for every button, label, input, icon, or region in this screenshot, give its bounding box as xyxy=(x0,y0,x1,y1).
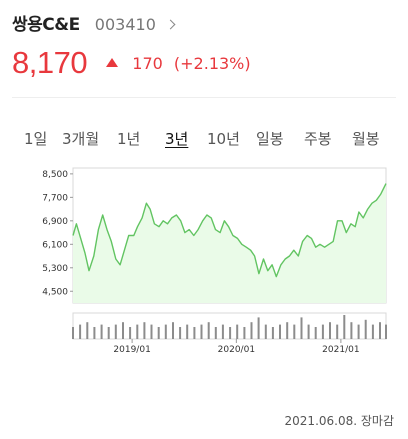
volume-bar xyxy=(79,324,82,339)
y-tick-label: 8,500 xyxy=(42,170,68,180)
x-tick-label: 2020/01 xyxy=(218,345,255,355)
volume-bar xyxy=(379,322,381,339)
volume-bar xyxy=(214,327,217,339)
tab-monthly[interactable]: 월봉 xyxy=(352,130,380,148)
volume-bar xyxy=(179,327,182,339)
tab-3month[interactable]: 3개월 xyxy=(62,130,100,148)
volume-bar xyxy=(221,324,224,339)
volume-bar xyxy=(286,322,289,339)
volume-bar xyxy=(172,322,174,339)
volume-bar xyxy=(293,324,296,339)
volume-bar xyxy=(250,322,253,339)
x-tick-label: 2019/01 xyxy=(113,345,150,355)
volume-bar xyxy=(107,327,110,339)
volume-bar xyxy=(314,327,317,339)
volume-bar xyxy=(186,324,189,339)
tab-1year[interactable]: 1년 xyxy=(117,130,141,148)
volume-bar xyxy=(136,324,139,339)
y-tick-label: 7,700 xyxy=(42,193,68,203)
tab-daily[interactable]: 일봉 xyxy=(256,130,284,148)
volume-bar xyxy=(300,317,303,339)
volume-bar xyxy=(207,322,210,339)
y-tick-label: 5,300 xyxy=(42,264,68,274)
current-price: 8,170 xyxy=(12,45,88,80)
volume-bar xyxy=(100,324,103,339)
volume-bar xyxy=(321,324,324,339)
volume-bar xyxy=(257,317,260,339)
tab-weekly[interactable]: 주봉 xyxy=(304,130,332,148)
period-tabs: 1일 3개월 1년 3년 10년 일봉 주봉 월봉 xyxy=(0,128,408,152)
volume-bar xyxy=(86,322,89,339)
stock-code[interactable]: 003410 xyxy=(94,15,156,34)
volume-bar xyxy=(307,324,310,339)
tab-10year[interactable]: 10년 xyxy=(207,130,240,148)
volume-bar xyxy=(271,327,274,339)
volume-bar xyxy=(200,324,203,339)
tab-3year[interactable]: 3년 xyxy=(165,130,189,148)
volume-bar xyxy=(93,327,96,339)
x-tick-label: 2021/01 xyxy=(322,345,359,355)
volume-bar xyxy=(350,322,353,339)
stock-name[interactable]: 쌍용C&E xyxy=(12,15,80,35)
volume-bar xyxy=(122,322,124,339)
volume-bar xyxy=(243,327,246,339)
volume-bar xyxy=(72,327,74,339)
volume-bar xyxy=(336,324,339,339)
stock-header[interactable]: 쌍용C&E 003410 xyxy=(12,10,176,35)
tab-1day[interactable]: 1일 xyxy=(24,130,48,148)
volume-bar xyxy=(329,322,331,339)
volume-bar xyxy=(264,324,267,339)
y-tick-label: 6,100 xyxy=(42,240,68,250)
volume-bar xyxy=(164,324,167,339)
price-chart[interactable]: 8,500 7,700 6,900 6,100 5,300 4,500 2019/01 202… xyxy=(0,160,408,370)
price-change-percent: (+2.13%) xyxy=(173,54,251,73)
volume-bar xyxy=(357,324,360,339)
volume-bar xyxy=(150,324,153,339)
volume-bar xyxy=(143,322,146,339)
y-tick-label: 4,500 xyxy=(42,287,68,297)
volume-bar xyxy=(364,319,367,339)
volume-bar xyxy=(371,324,374,339)
volume-bar xyxy=(343,315,346,339)
volume-bar xyxy=(236,324,239,339)
volume-bar xyxy=(114,324,117,339)
price-change: 170 xyxy=(132,54,163,73)
chevron-right-icon[interactable] xyxy=(165,19,176,30)
price-line xyxy=(72,183,387,278)
up-triangle-icon xyxy=(106,58,119,67)
volume-bar xyxy=(129,327,132,339)
y-tick-label: 6,900 xyxy=(42,217,68,227)
volume-bar xyxy=(229,327,232,339)
volume-bar xyxy=(157,327,160,339)
volume-bar xyxy=(193,327,196,339)
volume-bar xyxy=(279,324,281,339)
price-row: 8,170 170 (+2.13%) xyxy=(12,45,251,81)
divider xyxy=(12,97,396,98)
market-close-timestamp: 2021.06.08. 장마감 xyxy=(284,414,394,428)
volume-bar xyxy=(385,324,387,339)
